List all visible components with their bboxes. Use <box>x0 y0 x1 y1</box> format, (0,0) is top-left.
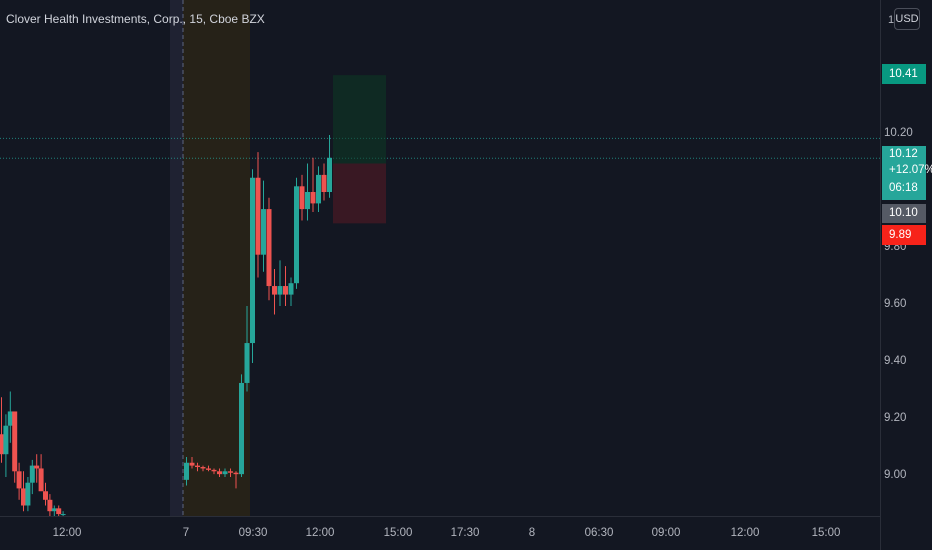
candle-body <box>261 209 266 255</box>
candle-body <box>310 192 316 204</box>
candle-body <box>222 471 228 475</box>
candle-body <box>21 488 26 506</box>
time-tick-label: 12:00 <box>52 527 82 539</box>
candle-body <box>56 508 62 515</box>
candle-body <box>294 186 299 284</box>
candle-body <box>239 382 244 475</box>
price-tick-label: 9.40 <box>884 355 907 367</box>
premarket-band <box>170 0 183 516</box>
candle-body <box>51 508 57 512</box>
candle-body <box>228 471 233 473</box>
candle-body <box>244 343 250 383</box>
candle-body <box>217 471 222 475</box>
price-tick-label: 9.00 <box>884 469 907 481</box>
candle-body <box>250 177 255 344</box>
candle-body <box>25 482 31 506</box>
currency-button[interactable]: USD <box>894 8 920 30</box>
candle-body <box>47 499 53 512</box>
candle-body <box>299 186 305 210</box>
price-tick-label: 9.20 <box>884 412 907 424</box>
time-tick-label: 09:00 <box>651 527 681 539</box>
candle-body <box>305 192 310 210</box>
time-tick-label: 15:00 <box>383 527 413 539</box>
stop-loss-zone <box>333 163 386 224</box>
axis-clipped-label: 1 <box>888 14 895 26</box>
candle-body <box>3 425 9 455</box>
time-tick-label: 7 <box>182 527 190 539</box>
price-tick-label: 9.60 <box>884 298 907 310</box>
symbol-title[interactable]: Clover Health Investments, Corp., 15, Cb… <box>6 12 265 26</box>
candle-body <box>12 411 18 472</box>
candle-body <box>233 472 239 475</box>
candle-body <box>0 434 4 455</box>
time-tick-label: 12:00 <box>730 527 760 539</box>
candle-body <box>255 177 261 255</box>
candle-body <box>266 209 272 287</box>
price-tick-label: 10.20 <box>884 127 913 139</box>
prev-close-badge: 10.10 <box>882 204 926 223</box>
candle-body <box>283 286 288 295</box>
extended-hours-band <box>183 0 250 516</box>
time-tick-label: 06:30 <box>584 527 614 539</box>
countdown-badge: 06:18 <box>882 178 926 200</box>
candle-body <box>34 465 40 469</box>
candle-body <box>316 174 321 204</box>
candle-body <box>288 283 294 295</box>
time-tick-label: 15:00 <box>811 527 841 539</box>
candle-body <box>60 514 66 516</box>
time-tick-label: 09:30 <box>238 527 268 539</box>
stop-price-badge: 9.89 <box>882 225 926 245</box>
time-tick-label: 8 <box>528 527 536 539</box>
profit-target-zone <box>333 75 386 164</box>
candle-body <box>277 286 283 295</box>
candle-body <box>211 469 217 472</box>
candle-body <box>195 465 200 468</box>
candle-body <box>16 471 22 489</box>
candle-body <box>327 157 332 192</box>
candle-body <box>7 411 13 426</box>
candle-body <box>43 491 48 500</box>
candle-body <box>29 465 35 483</box>
candle-body <box>206 468 211 470</box>
last-price-badge: 10.12 <box>882 146 926 162</box>
candle-body <box>189 462 195 466</box>
candle-body <box>200 467 206 469</box>
candle-body <box>272 286 277 295</box>
candle-body <box>321 174 327 192</box>
change-percent-badge: +12.07% <box>882 162 932 178</box>
candle-body <box>184 462 189 480</box>
time-tick-label: 12:00 <box>305 527 335 539</box>
candle-body <box>38 468 44 492</box>
target-price-badge: 10.41 <box>882 64 926 84</box>
time-tick-label: 17:30 <box>450 527 480 539</box>
